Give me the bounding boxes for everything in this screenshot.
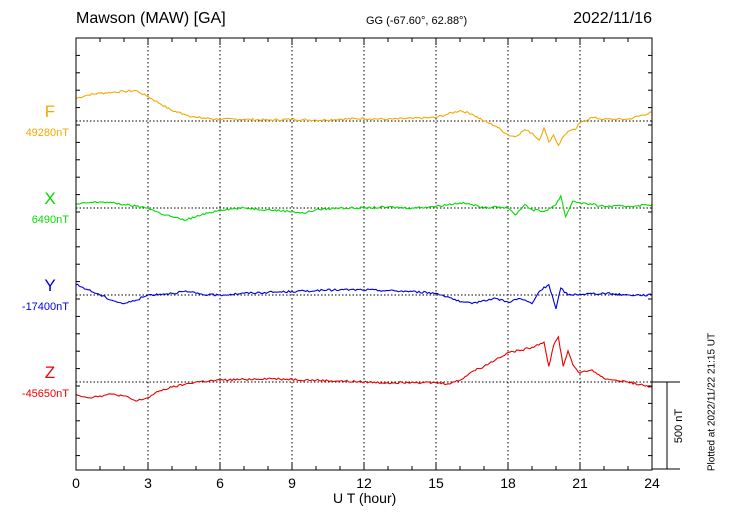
series-name-y: Y bbox=[44, 276, 55, 295]
x-tick-label: 9 bbox=[288, 475, 296, 491]
trace-z bbox=[75, 335, 653, 402]
series-name-f: F bbox=[45, 102, 55, 121]
x-tick-labels: 0 3 6 9 12 15 18 21 24 bbox=[72, 475, 660, 491]
x-tick-label: 3 bbox=[144, 475, 152, 491]
x-tick-label: 18 bbox=[500, 475, 516, 491]
trace-y bbox=[75, 283, 653, 310]
x-tick-label: 0 bbox=[72, 475, 80, 491]
x-tick-label: 12 bbox=[356, 475, 372, 491]
x-axis-label: U T (hour) bbox=[333, 490, 397, 506]
x-tick-label: 6 bbox=[216, 475, 224, 491]
station-title: Mawson (MAW) [GA] bbox=[76, 10, 226, 27]
series-name-x: X bbox=[44, 189, 55, 208]
x-tick-label: 21 bbox=[572, 475, 588, 491]
grid-lines bbox=[147, 38, 581, 470]
baseline-label-y: -17400nT bbox=[22, 301, 69, 313]
baseline-label-x: 6490nT bbox=[32, 214, 70, 226]
series-labels: F 49280nT X 6490nT Y -17400nT Z -45650nT bbox=[22, 102, 69, 400]
baseline-label-z: -45650nT bbox=[22, 388, 69, 400]
scale-bar-label: 500 nT bbox=[673, 408, 685, 444]
scale-bar bbox=[652, 381, 680, 470]
trace-f bbox=[75, 89, 653, 147]
baseline-label-f: 49280nT bbox=[26, 127, 70, 139]
station-coordinates: GG (-67.60°, 62.88°) bbox=[366, 15, 468, 27]
x-tick-label: 15 bbox=[428, 475, 444, 491]
tick-marks bbox=[75, 37, 653, 470]
trace-x bbox=[75, 194, 653, 221]
plot-date: 2022/11/16 bbox=[573, 10, 652, 27]
series-name-z: Z bbox=[45, 363, 55, 382]
plotted-at-note: Plotted at 2022/11/22 21:15 UT bbox=[706, 332, 718, 472]
x-tick-label: 24 bbox=[644, 475, 660, 491]
traces bbox=[75, 89, 653, 402]
